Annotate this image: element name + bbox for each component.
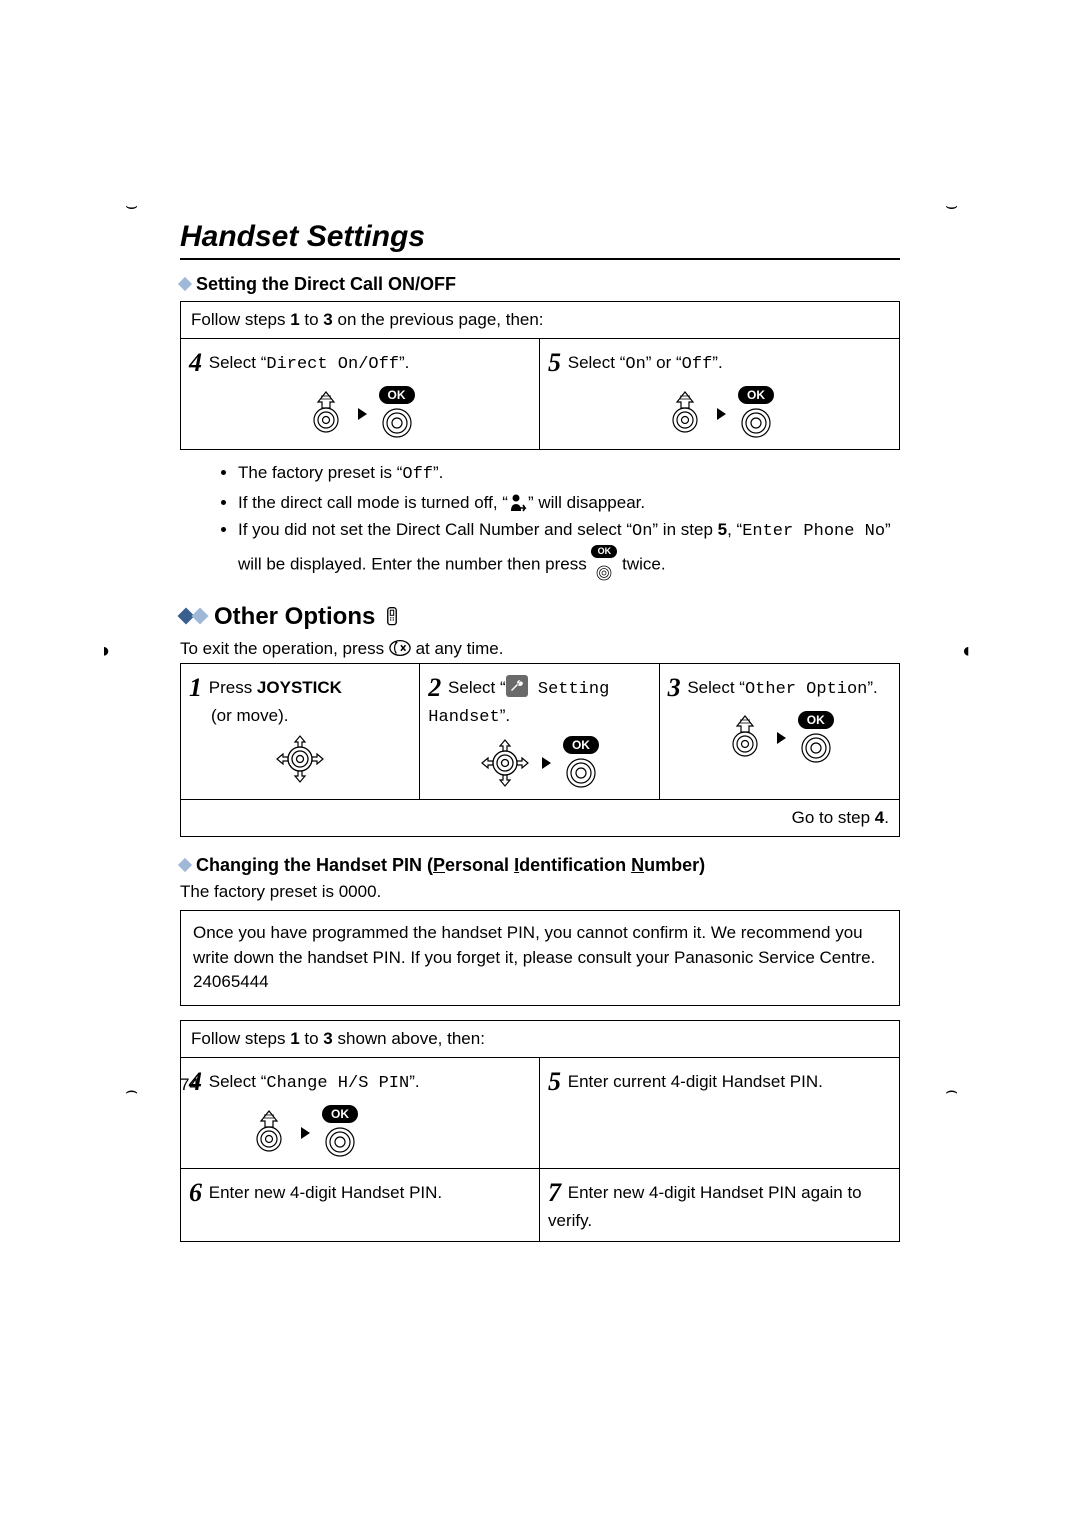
step-number: 3 xyxy=(668,673,681,702)
step-6-enter-new-pin: 6 Enter new 4-digit Handset PIN. xyxy=(181,1169,540,1241)
step-number: 5 xyxy=(548,1067,561,1096)
steps-box-direct-call: Follow steps 1 to 3 on the previous page… xyxy=(180,301,900,450)
step-number: 7 xyxy=(548,1178,561,1207)
ok-press-icon: OK xyxy=(322,1105,358,1160)
step-7-verify-pin: 7 Enter new 4-digit Handset PIN again to… xyxy=(540,1169,899,1241)
joystick-updown-icon xyxy=(306,390,346,438)
step-number: 2 xyxy=(428,673,441,702)
joystick-updown-icon xyxy=(665,390,705,438)
pin-warning-note: Once you have programmed the handset PIN… xyxy=(180,910,900,1006)
page-content: Handset Settings Setting the Direct Call… xyxy=(180,220,900,1242)
cropmark-icon: ◗ xyxy=(100,640,112,663)
factory-preset-note: The factory preset is 0000. xyxy=(180,882,900,902)
arrow-right-icon xyxy=(358,408,367,420)
arrow-right-icon xyxy=(777,732,786,744)
cropmark-icon: ⌣ xyxy=(945,195,958,218)
steps-box-other-options: 1 Press JOYSTICK (or move). 2 Select “ S… xyxy=(180,663,900,837)
diamond-icon xyxy=(192,607,209,624)
ok-press-icon: OK xyxy=(591,545,617,585)
step-1-press-joystick: 1 Press JOYSTICK (or move). xyxy=(181,664,420,799)
step-5-enter-current-pin: 5 Enter current 4-digit Handset PIN. xyxy=(540,1058,899,1168)
cancel-button-icon xyxy=(389,637,411,659)
cropmark-icon: ⌢ xyxy=(945,1080,958,1103)
icon-row: OK xyxy=(548,386,891,441)
joystick-updown-icon xyxy=(249,1109,289,1157)
diamond-icon xyxy=(178,277,192,291)
cropmark-icon: ◖ xyxy=(960,640,972,663)
step-number: 6 xyxy=(189,1178,202,1207)
handset-icon xyxy=(382,606,402,628)
step-2-select-setting-handset: 2 Select “ Setting Handset”. OK xyxy=(420,664,659,799)
person-arrow-icon xyxy=(508,493,528,513)
icon-row: OK xyxy=(428,736,650,791)
steps-box-change-pin: Follow steps 1 to 3 shown above, then: 4… xyxy=(180,1020,900,1242)
ok-press-icon: OK xyxy=(798,711,834,766)
section-heading-other-options: Other Options xyxy=(180,603,900,631)
step-number: 5 xyxy=(548,348,561,377)
section-heading-change-pin: Changing the Handset PIN (Personal Ident… xyxy=(180,855,900,876)
note-item: If the direct call mode is turned off, “… xyxy=(238,490,900,516)
ok-press-icon: OK xyxy=(379,386,415,441)
cropmark-icon: ⌣ xyxy=(125,195,138,218)
joystick-updown-icon xyxy=(725,714,765,762)
exit-hint: To exit the operation, press at any time… xyxy=(180,637,900,659)
arrow-right-icon xyxy=(717,408,726,420)
follow-above-steps: Follow steps 1 to 3 shown above, then: xyxy=(181,1021,899,1058)
arrow-right-icon xyxy=(542,757,551,769)
joystick-all-icon xyxy=(275,734,325,784)
note-item: The factory preset is “Off”. xyxy=(238,460,900,488)
page-number: 74 xyxy=(180,1075,199,1095)
notes-list: The factory preset is “Off”. If the dire… xyxy=(198,460,900,585)
step-3-select-other-option: 3 Select “Other Option”. OK xyxy=(660,664,899,799)
section-heading-direct-call: Setting the Direct Call ON/OFF xyxy=(180,274,900,295)
icon-row: OK xyxy=(189,386,531,441)
wrench-icon xyxy=(506,675,528,697)
step-number: 4 xyxy=(189,348,202,377)
ok-press-icon: OK xyxy=(738,386,774,441)
follow-previous-steps: Follow steps 1 to 3 on the previous page… xyxy=(181,302,899,339)
cropmark-icon: ⌢ xyxy=(125,1080,138,1103)
icon-row: OK xyxy=(249,1105,531,1160)
icon-row: OK xyxy=(668,711,891,766)
goto-step-row: Go to step 4. xyxy=(181,799,899,836)
page-title: Handset Settings xyxy=(180,220,900,260)
step-4-change-hs-pin: 4 Select “Change H/S PIN”. OK xyxy=(181,1058,540,1168)
step-4-direct-onoff: 4 Select “Direct On/Off”. OK xyxy=(181,339,540,449)
step-5-on-off: 5 Select “On” or “Off”. OK xyxy=(540,339,899,449)
step-number: 1 xyxy=(189,673,202,702)
ok-press-icon: OK xyxy=(563,736,599,791)
arrow-right-icon xyxy=(301,1127,310,1139)
diamond-icon xyxy=(178,858,192,872)
joystick-all-icon xyxy=(480,738,530,788)
icon-row xyxy=(189,734,411,784)
note-item: If you did not set the Direct Call Numbe… xyxy=(238,517,900,585)
